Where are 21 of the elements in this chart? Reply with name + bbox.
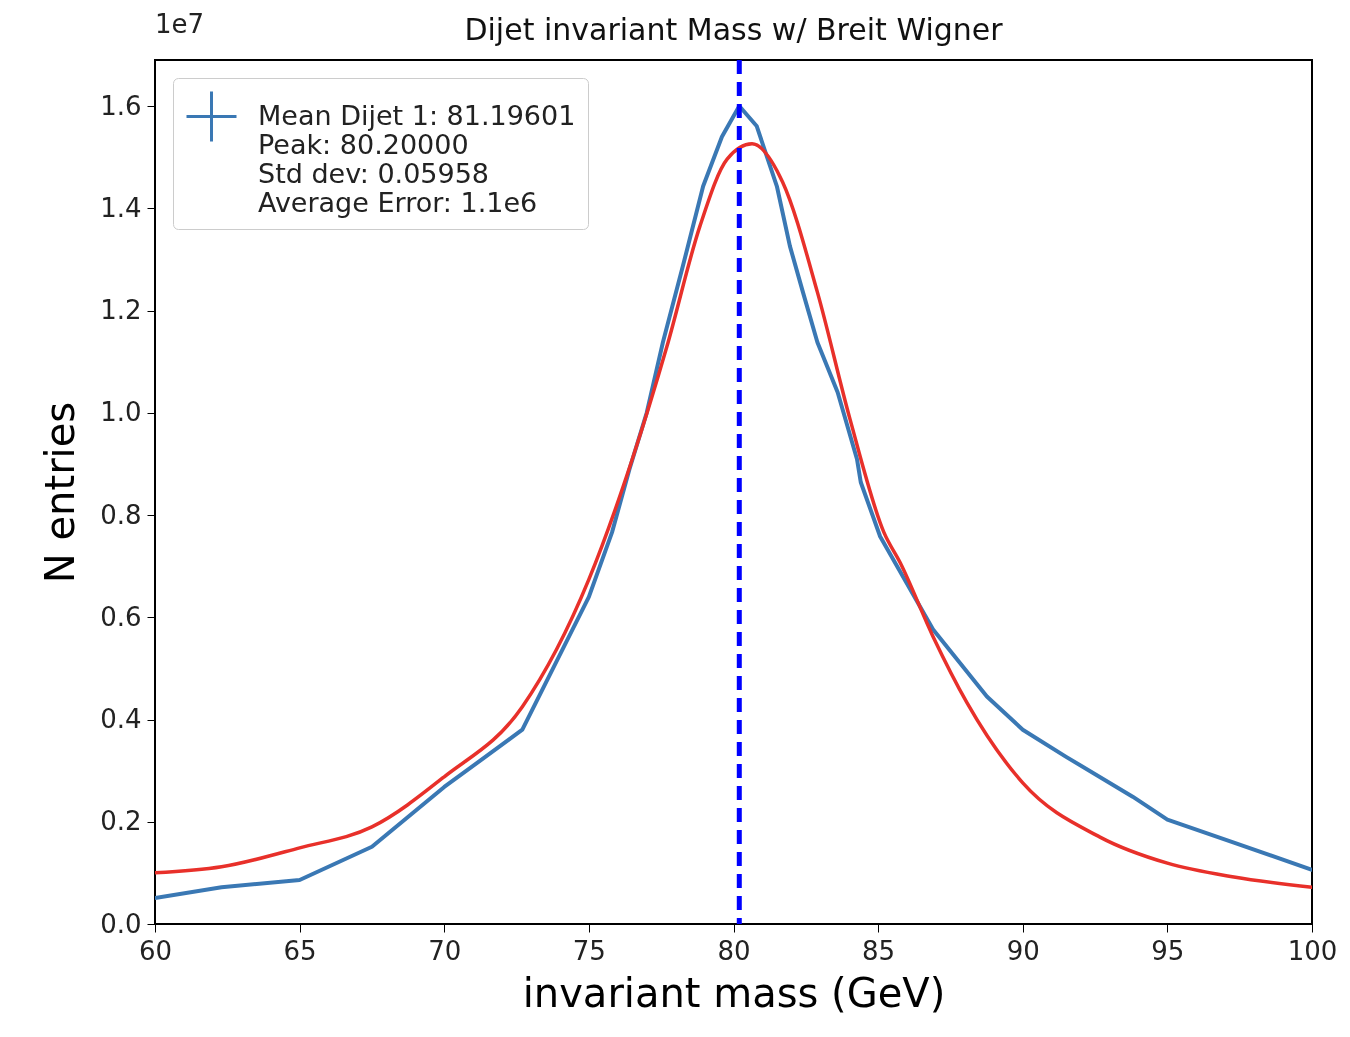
x-tick-label: 80 bbox=[717, 935, 751, 966]
legend-label: Mean Dijet 1: 81.19601 Peak: 80.20000 Std dev: 0.05958 Average Error: 1.1e6 bbox=[258, 99, 576, 218]
text: 1e7 bbox=[155, 9, 205, 39]
y-tick-label: 1.4 bbox=[100, 192, 142, 223]
y-tick-label: 1.6 bbox=[100, 90, 142, 121]
x-tick-label: 85 bbox=[862, 935, 896, 966]
x-tick-label: 90 bbox=[1006, 935, 1040, 966]
x-tick-label: 100 bbox=[1287, 935, 1338, 966]
y-tick-label: 0.8 bbox=[100, 499, 142, 530]
y-tick-label: 0.4 bbox=[100, 704, 142, 734]
x-axis-title: invariant mass (GeV) bbox=[522, 969, 946, 1016]
chart-title: Dijet invariant Mass w/ Breit Wigner bbox=[464, 12, 1004, 47]
y-tick-label: 0.6 bbox=[100, 601, 142, 632]
x-tick-label: 70 bbox=[428, 935, 462, 966]
y-tick-label: 0.2 bbox=[100, 806, 142, 837]
x-tick-label: 95 bbox=[1151, 935, 1185, 966]
y-tick-label: 1.2 bbox=[100, 295, 142, 326]
y-tick-label: 1.0 bbox=[100, 397, 142, 428]
x-tick-label: 65 bbox=[283, 935, 317, 966]
y-axis-title: N entries bbox=[37, 401, 84, 584]
x-tick-label: 75 bbox=[572, 935, 606, 966]
